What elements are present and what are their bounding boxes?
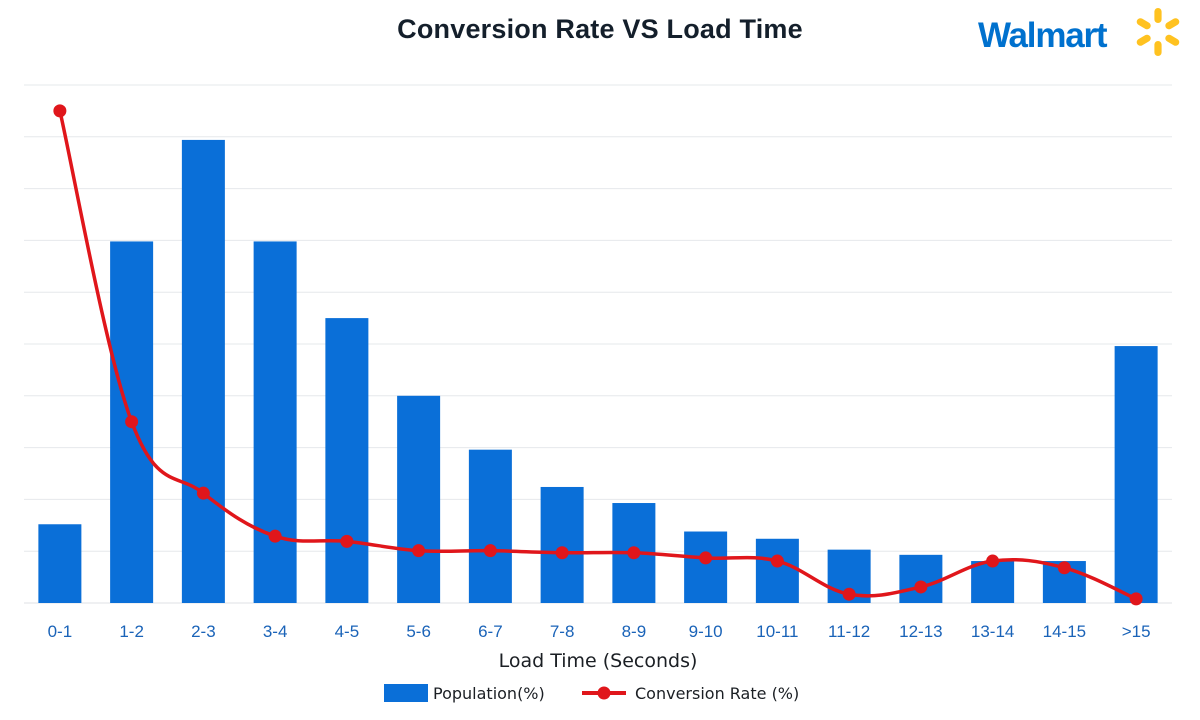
point-conversion-10-11: [770, 554, 784, 568]
chart-title: Conversion Rate VS Load Time: [397, 14, 803, 44]
x-tick-label: 8-9: [622, 622, 647, 641]
bar-population-5-6: [397, 395, 441, 603]
bar-population-10-11: [755, 538, 799, 603]
point-conversion-9-10: [699, 551, 713, 565]
x-tick-label: 12-13: [899, 622, 942, 641]
line-series: [53, 104, 1143, 606]
x-tick-label: 4-5: [335, 622, 360, 641]
x-axis-label: Load Time (Seconds): [499, 650, 698, 672]
walmart-logo: Walmart: [976, 6, 1186, 62]
spark-petal: [1165, 34, 1180, 46]
x-tick-label: >15: [1122, 622, 1151, 641]
legend-population-swatch: [384, 684, 428, 702]
x-tick-label: 10-11: [756, 622, 798, 641]
legend-population-label: Population(%): [433, 684, 545, 703]
point-conversion-8-9: [627, 546, 641, 560]
bar-population-7-8: [540, 486, 584, 603]
point-conversion-7-8: [555, 546, 569, 560]
bar-population-4-5: [325, 318, 369, 603]
point-conversion-0-1: [53, 104, 67, 118]
point-conversion-11-12: [842, 587, 856, 601]
spark-petal: [1165, 18, 1180, 30]
point-conversion-4-5: [340, 534, 354, 548]
x-tick-label: 9-10: [689, 622, 723, 641]
point-conversion-5-6: [412, 544, 426, 558]
x-tick-label: 0-1: [48, 622, 73, 641]
point-conversion-6-7: [483, 544, 497, 558]
x-tick-label: 2-3: [191, 622, 216, 641]
spark-petal: [1136, 34, 1151, 46]
point-conversion-1-2: [125, 415, 139, 429]
spark-petal: [1154, 41, 1162, 56]
bar-population-0-1: [38, 524, 82, 603]
x-tick-label: 11-12: [828, 622, 870, 641]
x-tick-label: 5-6: [406, 622, 431, 641]
legend-conversion-marker: [597, 686, 611, 700]
point-conversion-12-13: [914, 580, 928, 594]
spark-icon: [1136, 8, 1180, 56]
spark-petal: [1136, 18, 1151, 30]
bar-population-9-10: [684, 531, 728, 603]
x-tick-label: 1-2: [119, 622, 144, 641]
x-axis-ticks: 0-1 1-2 2-3 3-4 4-5 5-6 6-7 7-8 8-9 9-10 10-11 11-1…: [48, 622, 1151, 641]
point-conversion-13-14: [986, 554, 1000, 568]
bar-population-13-14: [971, 561, 1015, 603]
point-conversion->15: [1129, 592, 1143, 606]
x-tick-label: 7-8: [550, 622, 575, 641]
legend-conversion-label: Conversion Rate (%): [635, 684, 799, 703]
logo-wordmark: Walmart: [978, 16, 1108, 55]
point-conversion-2-3: [196, 486, 210, 500]
point-conversion-3-4: [268, 529, 282, 543]
x-tick-label: 3-4: [263, 622, 288, 641]
bar-population->15: [1114, 346, 1158, 603]
bar-series: [38, 139, 1158, 603]
legend: Population(%) Conversion Rate (%): [384, 684, 799, 703]
x-tick-label: 6-7: [478, 622, 503, 641]
bar-population-6-7: [468, 449, 512, 603]
bar-population-2-3: [181, 139, 225, 603]
point-conversion-14-15: [1057, 561, 1071, 575]
spark-petal: [1154, 8, 1162, 23]
bar-population-12-13: [899, 554, 943, 603]
bar-population-3-4: [253, 241, 297, 603]
x-tick-label: 14-15: [1043, 622, 1086, 641]
x-tick-label: 13-14: [971, 622, 1014, 641]
